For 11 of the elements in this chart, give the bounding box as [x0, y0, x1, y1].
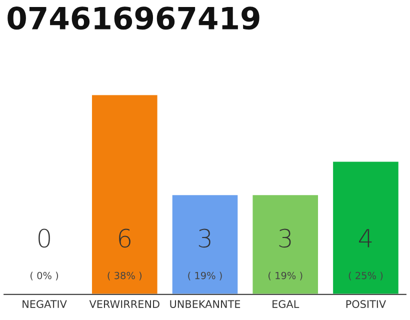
- x-tick-label: UNBEKANNTE: [170, 300, 240, 308]
- data-label: 3 ( 19% ): [268, 228, 302, 280]
- x-tick-label: EGAL: [272, 300, 300, 308]
- data-label: 0 ( 0% ): [30, 228, 58, 280]
- x-tick-label: NEGATIV: [22, 300, 67, 308]
- data-label: 3 ( 19% ): [188, 228, 222, 280]
- x-tick-label: VERWIRREND: [89, 300, 160, 308]
- chart-title: 074616967419: [8, 6, 260, 30]
- x-tick-label: POSITIV: [346, 300, 386, 308]
- data-label: 4 ( 25% ): [348, 229, 383, 280]
- data-label: 6 ( 38% ): [108, 228, 142, 280]
